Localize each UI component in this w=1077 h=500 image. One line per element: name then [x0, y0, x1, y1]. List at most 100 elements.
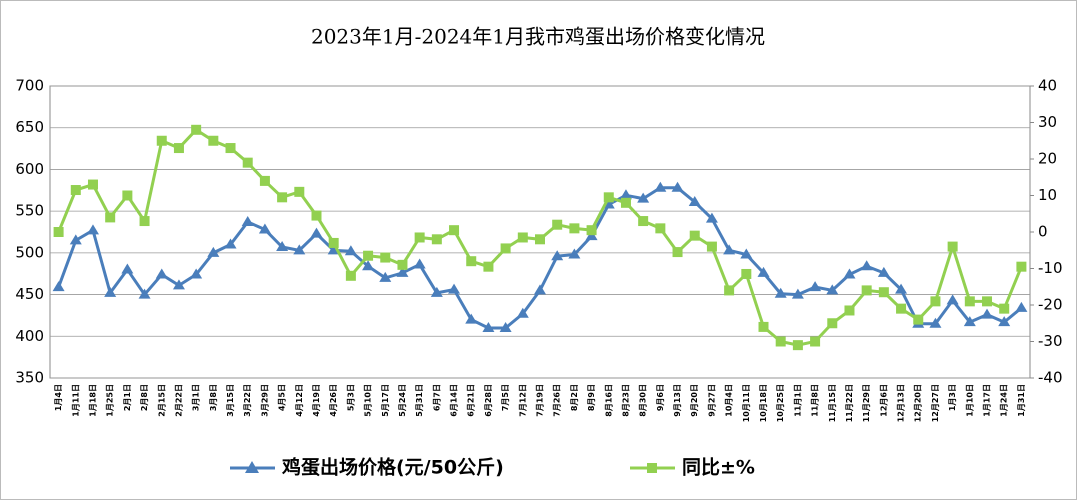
point-marker [87, 179, 98, 190]
point-marker [363, 250, 374, 261]
x-tick-label: 12月27日 [931, 384, 940, 422]
point-marker [586, 225, 597, 236]
y2-tick-label: -10 [1038, 259, 1063, 277]
y-tick-label: 550 [15, 202, 44, 220]
point-marker [758, 321, 769, 332]
point-marker [552, 219, 563, 230]
point-marker [757, 266, 770, 277]
point-marker [946, 294, 959, 305]
point-marker [723, 244, 736, 255]
point-marker [740, 248, 753, 259]
legend-label: 鸡蛋出场价格(元/50公斤) [281, 456, 504, 479]
point-marker [397, 259, 408, 270]
x-tick-label: 11月22日 [845, 384, 854, 422]
y-tick-label: 700 [15, 77, 44, 95]
point-marker [379, 271, 392, 282]
point-marker [999, 303, 1010, 314]
point-marker [964, 296, 975, 307]
point-marker [104, 286, 117, 297]
point-marker [603, 192, 614, 203]
x-tick-label: 1月17日 [983, 384, 992, 417]
point-marker [310, 227, 323, 238]
point-marker [706, 241, 717, 252]
point-marker [414, 232, 425, 243]
y-tick-label: 350 [15, 369, 44, 387]
x-tick-label: 2月8日 [140, 384, 149, 411]
x-tick-label: 9月6日 [656, 384, 665, 411]
chart-title: 2023年1月-2024年1月我市鸡蛋出场价格变化情况 [311, 25, 765, 49]
x-tick-label: 12月13日 [897, 384, 906, 422]
point-marker [500, 243, 511, 254]
x-tick-label: 4月12日 [295, 384, 304, 417]
point-marker [413, 258, 426, 269]
y2-tick-label: 20 [1038, 150, 1057, 168]
point-marker [535, 234, 545, 245]
legend-marker [647, 463, 657, 473]
point-marker [224, 238, 237, 249]
x-tick-label: 2月1日 [123, 384, 132, 411]
y-tick-label: 600 [15, 160, 44, 178]
point-marker [930, 296, 941, 307]
point-marker [122, 190, 133, 201]
point-marker [878, 287, 889, 298]
point-marker [809, 281, 822, 292]
x-tick-label: 11月1日 [793, 384, 802, 417]
x-tick-label: 2月22日 [174, 384, 183, 417]
point-marker [963, 316, 976, 327]
y-tick-label: 650 [15, 118, 44, 136]
point-marker [431, 234, 442, 245]
point-marker [465, 313, 478, 324]
x-tick-label: 5月3日 [346, 384, 355, 411]
x-tick-label: 1月25日 [106, 384, 115, 417]
point-marker [568, 248, 581, 259]
x-tick-label: 9月27日 [707, 384, 716, 417]
point-marker [294, 186, 305, 197]
x-tick-label: 3月22日 [243, 384, 252, 417]
point-marker [620, 197, 631, 208]
point-marker [121, 263, 134, 274]
point-marker [208, 135, 219, 146]
point-marker [741, 268, 752, 279]
x-tick-label: 11月29日 [862, 384, 871, 422]
x-tick-label: 1月31日 [1017, 384, 1026, 417]
point-marker [52, 281, 65, 292]
x-tick-label: 6月14日 [450, 384, 459, 417]
x-tick-label: 11月8日 [811, 384, 820, 417]
point-marker [138, 288, 151, 299]
point-marker [69, 234, 82, 245]
x-tick-label: 1月10日 [965, 384, 974, 417]
legend-marker [245, 461, 259, 473]
point-marker [569, 223, 580, 234]
x-tick-label: 5月24日 [398, 384, 407, 417]
x-tick-label: 1月18日 [88, 384, 97, 417]
x-tick-label: 4月26日 [329, 384, 338, 417]
x-tick-label: 9月13日 [673, 384, 682, 417]
point-marker [671, 181, 684, 192]
y2-tick-label: -30 [1038, 332, 1063, 350]
point-marker [516, 307, 529, 318]
point-marker [241, 215, 254, 226]
point-marker [827, 318, 838, 329]
point-marker [172, 279, 185, 290]
point-marker [792, 340, 803, 351]
point-marker [190, 268, 203, 279]
x-tick-label: 9月20日 [690, 384, 699, 417]
point-marker [344, 245, 357, 256]
point-marker [982, 296, 993, 307]
y2-tick-label: 0 [1038, 223, 1048, 241]
x-tick-label: 5月31日 [415, 384, 424, 417]
y2-tick-label: 10 [1038, 186, 1057, 204]
point-marker [637, 192, 650, 203]
x-tick-label: 1月3日 [948, 384, 957, 411]
point-marker [654, 181, 667, 192]
point-marker [843, 268, 856, 279]
point-marker [619, 189, 632, 200]
point-marker [345, 270, 356, 281]
point-marker [688, 195, 701, 206]
x-tick-label: 10月4日 [725, 384, 734, 417]
x-tick-label: 3月29日 [260, 384, 269, 417]
point-marker [311, 210, 322, 221]
y-tick-label: 450 [15, 285, 44, 303]
